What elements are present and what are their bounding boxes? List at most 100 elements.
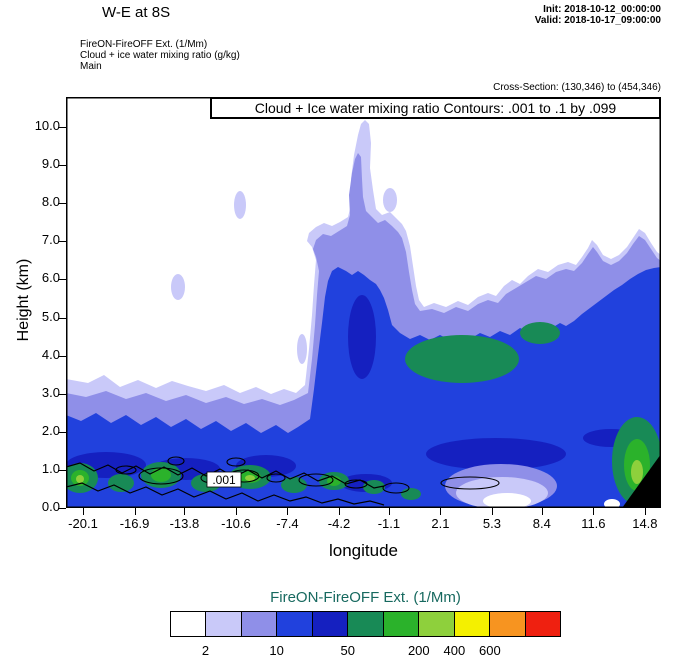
cloud-contour-loop: [344, 479, 368, 489]
surface-minimum-white: [483, 493, 531, 508]
x-tick-mark: [644, 508, 646, 515]
fill-seagreen-low: [281, 477, 307, 493]
fill-seagreen-midlevel: [520, 322, 560, 344]
fill-lightgreen-core: [76, 475, 84, 483]
contour-info-box: Cloud + Ice water mixing ratio Contours:…: [210, 97, 661, 119]
x-tick-mark: [338, 508, 340, 515]
fill-seagreen-low: [108, 474, 134, 492]
cloud-contour-loop: [382, 482, 410, 494]
x-tick-label: -13.8: [169, 516, 200, 531]
fill-darkblue-lens: [426, 438, 566, 470]
x-axis-title: longitude: [328, 541, 398, 560]
x-tick-mark: [287, 508, 289, 515]
contour-plot-canvas: .001: [66, 97, 661, 508]
y-tick-label: 6.0: [41, 270, 60, 286]
colorbar-cell: [348, 612, 384, 636]
x-tick-mark: [134, 508, 136, 515]
y-tick-label: 10.0: [34, 118, 60, 133]
cross-section-info: Cross-Section: (130,346) to (454,346): [493, 82, 661, 93]
cloud-contour-loop: [266, 473, 286, 483]
fill-lavender-blob: [171, 274, 185, 300]
x-tick-label: -16.9: [119, 516, 150, 531]
y-tick-mark: [58, 203, 66, 205]
field-description: FireON-FireOFF Ext. (1/Mm) Cloud + ice w…: [80, 39, 240, 72]
colorbar-cell: [241, 612, 278, 636]
field-line-ext: FireON-FireOFF Ext. (1/Mm): [80, 39, 208, 50]
colorbar-tick-label: 200: [407, 643, 430, 658]
y-tick-mark: [58, 355, 66, 357]
x-tick-mark: [83, 508, 84, 515]
colorbar-cell: [525, 612, 560, 636]
cloud-contour-line: [66, 482, 385, 506]
y-tick-mark: [58, 469, 66, 471]
y-tick-label: 8.0: [41, 194, 60, 210]
y-tick-label: 5.0: [41, 308, 60, 324]
fill-lightgreen-core: [245, 475, 255, 481]
colorbar-cell: [206, 612, 242, 636]
y-tick-mark: [58, 431, 66, 433]
x-tick-mark: [491, 508, 493, 515]
x-tick-mark: [593, 508, 595, 515]
colorbar-tick-label: 2: [201, 643, 210, 658]
x-tick-mark: [440, 508, 442, 515]
y-axis-title: Height (km): [15, 258, 32, 342]
colorbar-tick-label: 600: [479, 643, 501, 658]
colorbar-title: FireON-FireOFF Ext. (1/Mm): [270, 589, 461, 606]
cloud-contour-loop: [115, 465, 137, 475]
colorbar-tick-label: 400: [443, 643, 466, 658]
fill-green-core: [151, 468, 171, 482]
colorbar-cell: [277, 612, 313, 636]
x-tick-label: -20.1: [68, 516, 98, 531]
cloud-contour-loop: [226, 457, 246, 467]
fill-seagreen-midlevel: [405, 335, 519, 383]
x-tick-label: 5.3: [482, 516, 501, 531]
colorbar-cell: [383, 612, 420, 636]
y-tick-mark: [58, 508, 66, 509]
x-tick-label: 2.1: [431, 516, 450, 531]
fill-darkblue-core: [348, 295, 376, 379]
x-tick-label: 8.4: [532, 516, 551, 531]
surface-minimum-white: [604, 499, 620, 508]
plot-title: W-E at 8S: [102, 4, 171, 21]
cloud-contour-loop: [298, 473, 334, 487]
y-tick-mark: [58, 393, 66, 395]
contour-label: .001: [212, 473, 236, 487]
x-tick-label: -4.2: [327, 516, 351, 531]
fill-seagreen-low: [401, 488, 421, 500]
cloud-contour-loop: [138, 467, 184, 485]
x-tick-mark: [235, 508, 237, 515]
y-tick-label: 4.0: [41, 346, 60, 362]
x-tick-label: 14.8: [632, 516, 658, 531]
x-tick-mark: [541, 508, 543, 515]
y-tick-mark: [58, 317, 66, 319]
y-tick-mark: [58, 165, 66, 167]
fill-seagreen-low: [363, 480, 385, 494]
x-tick-label: -10.6: [221, 516, 251, 531]
colorbar: [170, 611, 561, 637]
x-tick-label: -1.1: [377, 516, 401, 531]
colorbar-tick-label: 50: [340, 643, 355, 658]
cloud-contour-loop: [167, 456, 185, 466]
y-tick-label: 2.0: [41, 422, 60, 438]
y-tick-label: 1.0: [41, 460, 60, 476]
y-tick-label: 0.0: [41, 499, 60, 514]
run-times: Init: 2018-10-12_00:00:00 Valid: 2018-10…: [535, 4, 661, 26]
plot-area: .001 Cloud + Ice water mixing ratio Cont…: [15, 97, 661, 560]
colorbar-cell: [454, 612, 491, 636]
fill-lightgreen-core: [631, 460, 643, 484]
x-tick-mark: [388, 508, 390, 515]
fill-lavender-blob: [234, 191, 246, 219]
y-tick-mark: [58, 127, 66, 128]
colorbar-cell: [312, 612, 349, 636]
field-line-cloud: Cloud + ice water mixing ratio (g/kg): [80, 50, 240, 61]
y-tick-label: 9.0: [41, 156, 60, 172]
x-tick-mark: [184, 508, 186, 515]
contour-label-bg: [206, 471, 242, 488]
cloud-contour-loop: [440, 476, 500, 490]
terrain-mask: [622, 454, 661, 508]
x-tick-label: 11.6: [581, 516, 606, 531]
fill-lavender-blob: [297, 334, 307, 364]
init-time: Init: 2018-10-12_00:00:00: [543, 4, 661, 15]
y-tick-label: 7.0: [41, 232, 60, 248]
